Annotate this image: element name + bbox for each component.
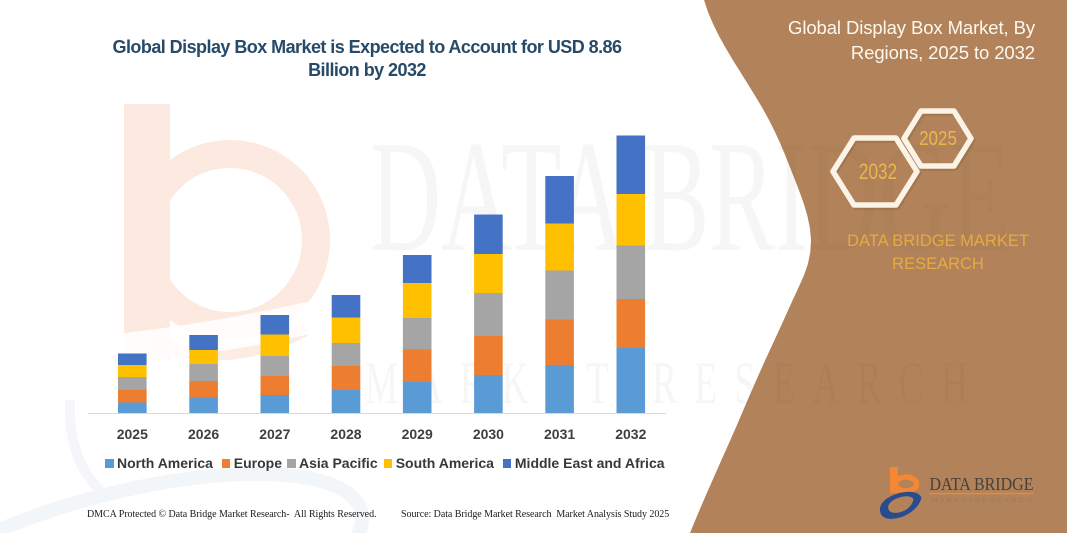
svg-text:M A R K E T R E S E A R C H: M A R K E T R E S E A R C H xyxy=(932,499,1032,505)
svg-text:MARKET RESEARCH: MARKET RESEARCH xyxy=(365,350,985,416)
svg-text:DATA BRIDGE: DATA BRIDGE xyxy=(370,107,1010,285)
svg-text:DATA BRIDGE: DATA BRIDGE xyxy=(930,474,1034,494)
